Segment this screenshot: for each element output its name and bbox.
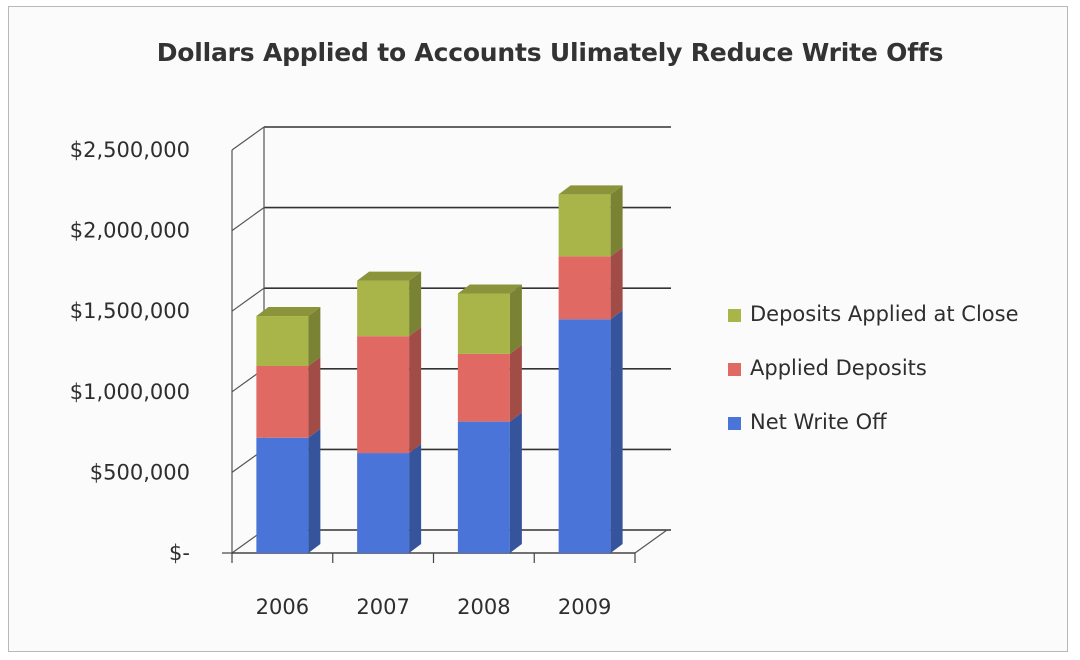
legend-swatch — [728, 309, 741, 322]
x-tick-label: 2006 — [256, 595, 309, 619]
bar-top — [558, 185, 623, 195]
bar-side — [308, 428, 321, 553]
bar-applied-deposits-2007 — [357, 327, 422, 454]
legend: Deposits Applied at Close Applied Deposit… — [728, 302, 1019, 434]
x-tick-label: 2009 — [558, 595, 611, 619]
bars — [256, 185, 623, 553]
bar-front — [256, 316, 309, 367]
bar-front — [256, 437, 309, 553]
bar-side — [409, 327, 422, 454]
bar-front — [357, 336, 410, 454]
bar-net-write-off-2008 — [457, 412, 522, 553]
y-tick-label: $500,000 — [90, 460, 190, 484]
y-tick-label: $- — [169, 541, 190, 565]
floor-edge — [634, 529, 668, 554]
bar-front — [457, 293, 510, 354]
y-tick-label: $1,500,000 — [70, 299, 190, 323]
bar-side — [409, 444, 422, 553]
bar-deposits-applied-at-close-2007 — [357, 271, 422, 337]
bar-side — [610, 185, 623, 257]
bar-front — [457, 421, 510, 553]
bar-side — [308, 307, 321, 367]
y-tick-label: $2,000,000 — [70, 219, 190, 243]
bar-net-write-off-2007 — [357, 444, 422, 553]
bar-deposits-applied-at-close-2008 — [457, 284, 522, 354]
bar-applied-deposits-2009 — [558, 247, 623, 320]
bar-applied-deposits-2008 — [457, 344, 522, 422]
tick-labels: $- $500,000 $1,000,000 $1,500,000 $2,000,000… — [70, 138, 612, 619]
bar-side — [509, 344, 522, 422]
bar-applied-deposits-2006 — [256, 357, 321, 438]
chart-frame — [8, 6, 1068, 652]
bar-front — [256, 366, 309, 438]
y-tick-label: $2,500,000 — [70, 138, 190, 162]
bar-group-2009 — [558, 185, 623, 553]
bar-front — [457, 353, 510, 422]
legend-swatch — [728, 417, 741, 430]
gridline-side — [231, 126, 265, 151]
bar-side — [509, 412, 522, 553]
bar-front — [357, 453, 410, 553]
bar-top — [256, 307, 321, 317]
bar-front — [558, 319, 611, 553]
bar-deposits-applied-at-close-2006 — [256, 307, 321, 367]
bar-side — [409, 271, 422, 337]
chart-title: Dollars Applied to Accounts Ulimately Re… — [156, 38, 944, 67]
legend-label: Applied Deposits — [750, 356, 927, 380]
x-tick-label: 2007 — [356, 595, 409, 619]
gridline-side — [231, 287, 265, 312]
gridline-side — [231, 207, 265, 232]
bar-front — [558, 194, 611, 257]
bar-top — [357, 271, 422, 281]
bar-net-write-off-2006 — [256, 428, 321, 553]
bar-group-2006 — [256, 307, 321, 553]
bar-side — [308, 357, 321, 438]
bar-top — [457, 284, 522, 294]
bar-side — [610, 310, 623, 553]
bar-side — [610, 247, 623, 320]
bar-front — [357, 280, 410, 337]
x-tick-label: 2008 — [457, 595, 510, 619]
legend-label: Net Write Off — [750, 410, 887, 434]
bar-group-2008 — [457, 284, 522, 553]
bar-front — [558, 256, 611, 320]
legend-item-net-write-off: Net Write Off — [728, 410, 887, 434]
bar-side — [509, 284, 522, 354]
legend-item-applied-deposits: Applied Deposits — [728, 356, 927, 380]
bar-net-write-off-2009 — [558, 310, 623, 553]
legend-swatch — [728, 363, 741, 376]
bar-deposits-applied-at-close-2009 — [558, 185, 623, 257]
y-tick-label: $1,000,000 — [70, 380, 190, 404]
legend-label: Deposits Applied at Close — [750, 302, 1019, 326]
bar-group-2007 — [357, 271, 422, 553]
legend-item-deposits-applied-at-close: Deposits Applied at Close — [728, 302, 1019, 326]
